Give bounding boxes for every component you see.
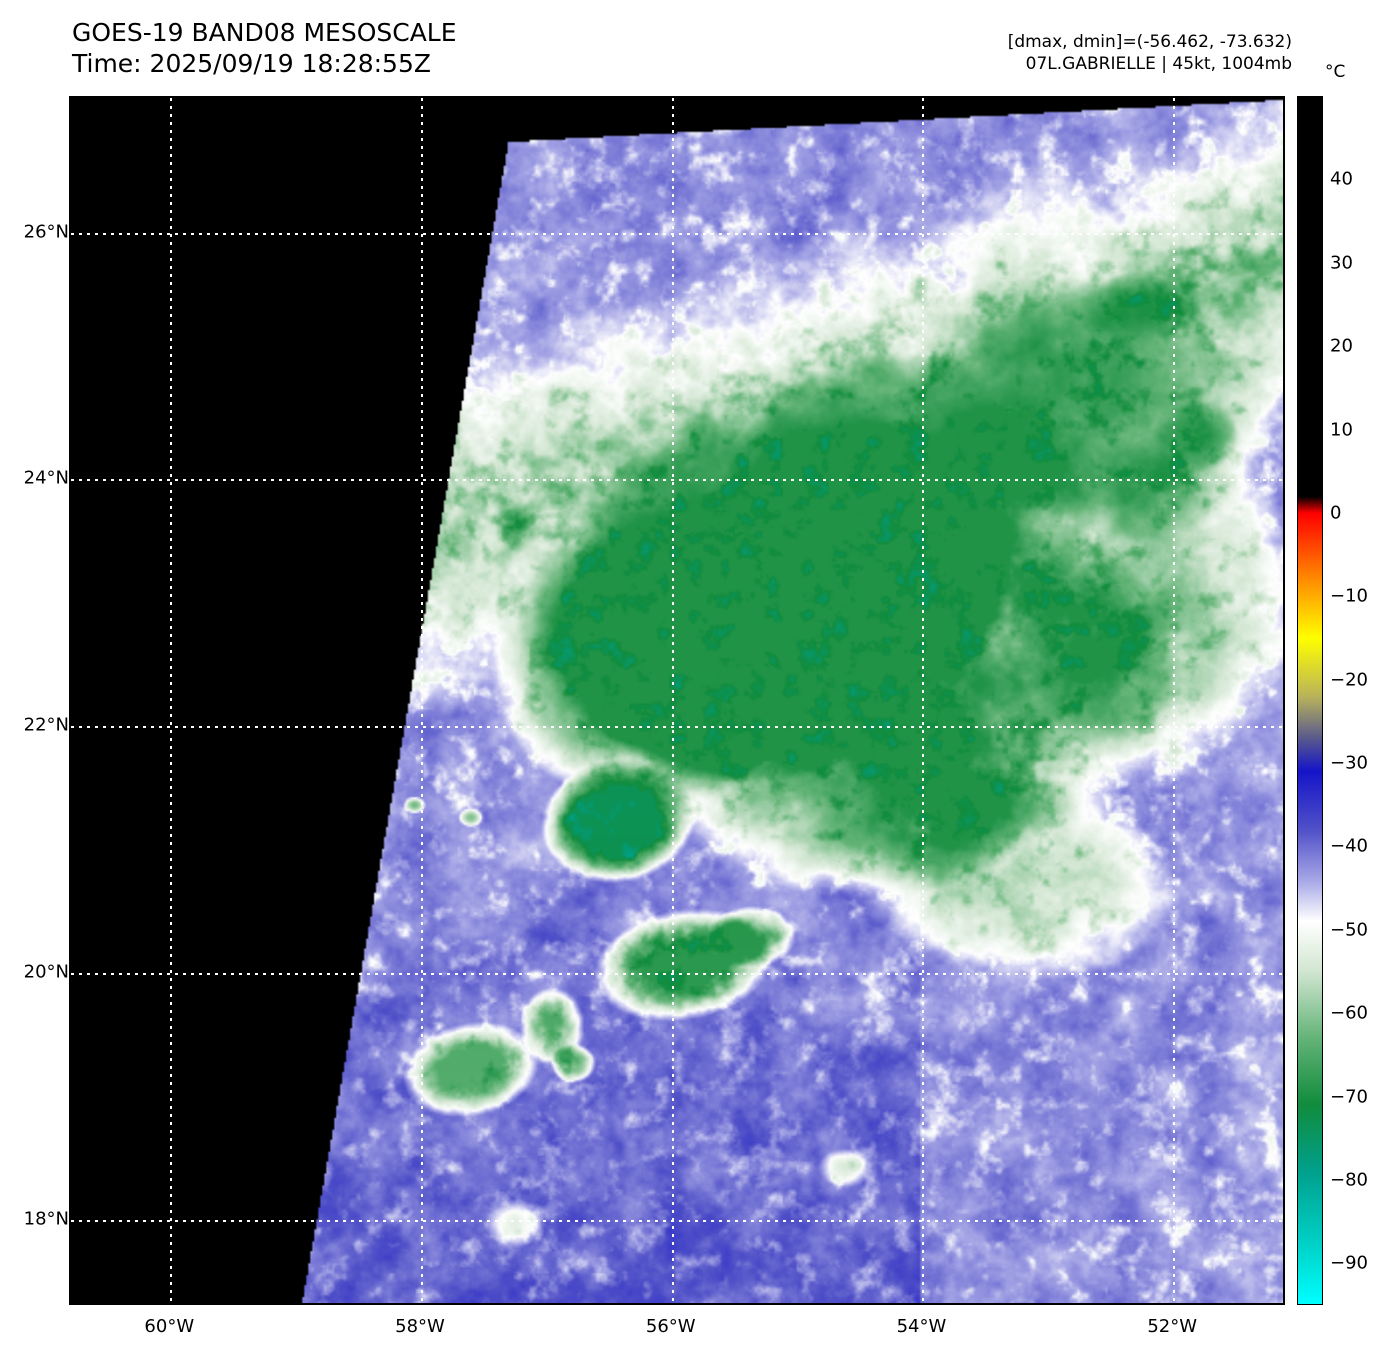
colorbar-tick-40: 40 (1330, 168, 1353, 190)
lon-tick-58°W: 58°W (395, 1316, 445, 1337)
lat-tick-26°N: 26°N (23, 221, 69, 243)
colorbar-tick-20: 20 (1330, 335, 1353, 357)
colorbar-tick--30: −30 (1330, 752, 1368, 774)
lat-tick-20°N: 20°N (23, 961, 69, 983)
satellite-image-plot: Copyright © 2020-2025 Dapiya (69, 96, 1285, 1305)
lon-tick-54°W: 54°W (896, 1316, 947, 1337)
colorbar-tick--20: −20 (1330, 669, 1368, 691)
colorbar-gradient (1298, 97, 1322, 1304)
colorbar-tick--90: −90 (1330, 1252, 1368, 1274)
colorbar-tick--40: −40 (1330, 835, 1368, 857)
colorbar (1297, 96, 1323, 1305)
colorbar-tick--70: −70 (1330, 1086, 1368, 1108)
page-title: GOES-19 BAND08 MESOSCALE (72, 18, 457, 47)
annotation-block: [dmax, dmin]=(-56.462, -73.632) 07L.GABR… (1008, 32, 1292, 76)
colorbar-unit-label: °C (1325, 62, 1346, 82)
lat-tick-18°N: 18°N (23, 1208, 69, 1230)
colorbar-tick-30: 30 (1330, 252, 1353, 274)
dminmax-label: [dmax, dmin]=(-56.462, -73.632) (1007, 32, 1292, 52)
timestamp-label: Time: 2025/09/19 18:28:55Z (72, 48, 431, 78)
colorbar-tick--50: −50 (1330, 919, 1368, 941)
colorbar-tick--80: −80 (1330, 1169, 1368, 1191)
storm-info-label: 07L.GABRIELLE | 45kt, 1004mb (1025, 53, 1292, 74)
lon-tick-60°W: 60°W (144, 1316, 195, 1337)
lat-tick-22°N: 22°N (23, 714, 69, 736)
lon-tick-56°W: 56°W (645, 1316, 696, 1337)
colorbar-tick-0: 0 (1330, 502, 1342, 524)
colorbar-tick--10: −10 (1330, 585, 1368, 607)
colorbar-tick--60: −60 (1330, 1002, 1368, 1024)
lat-tick-24°N: 24°N (23, 467, 69, 489)
lon-tick-52°W: 52°W (1147, 1316, 1198, 1337)
title-block: GOES-19 BAND08 MESOSCALE Time: 2025/09/1… (72, 18, 457, 79)
satellite-imagery-canvas (71, 98, 1283, 1303)
colorbar-tick-10: 10 (1330, 419, 1353, 441)
